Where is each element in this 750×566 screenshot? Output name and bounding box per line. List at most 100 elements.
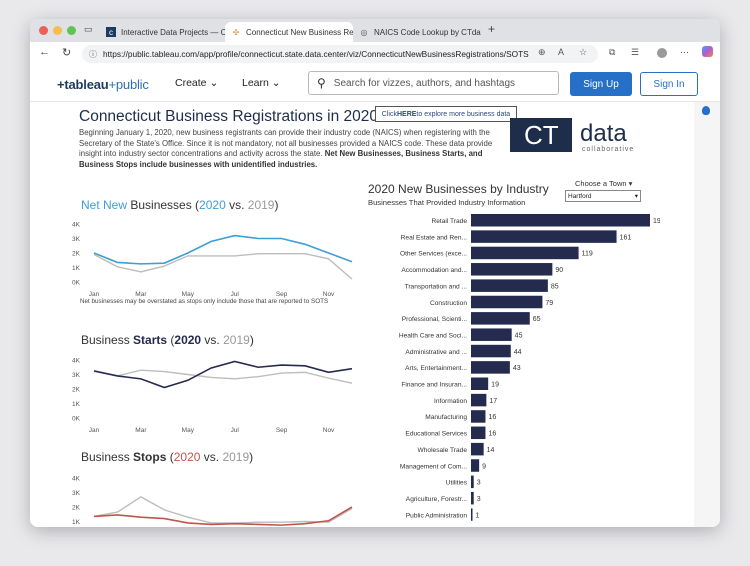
address-bar: ← ↻ ⓘ https://public.tableau.com/app/pro… [30,42,720,67]
extensions-icon[interactable]: ⧉ [609,47,616,57]
create-menu[interactable]: Create ⌄ [175,77,219,89]
industry-bar[interactable] [471,230,617,243]
tab-business-registrations[interactable]: ✣ Connecticut New Business Registrations… [225,22,353,42]
industry-bar[interactable] [471,295,543,309]
industry-bar[interactable] [471,459,480,472]
favorites-icon[interactable]: ☰ [631,47,640,57]
category-label: Manufacturing [425,414,467,421]
category-label: Arts, Entertainment... [405,365,467,372]
industry-bar[interactable] [471,344,511,358]
search-input[interactable]: ⚲ Search for vizzes, authors, and hashta… [308,71,559,95]
industry-bar[interactable] [471,410,486,423]
copilot-icon[interactable] [702,46,713,57]
industry-bar[interactable] [471,475,474,489]
category-label: Construction [430,300,467,307]
tab-label: Interactive Data Projects — CTdata [121,27,225,37]
series-2019-line[interactable] [93,253,353,280]
industry-bar[interactable] [471,361,510,374]
series-2020-line[interactable] [93,360,353,389]
tableau-header: +tableau+public Create ⌄ Learn ⌄ ⚲ Searc… [30,66,720,102]
x-tick-label: May [182,291,195,298]
reload-icon[interactable]: ↻ [62,47,72,59]
industry-bar[interactable] [471,214,650,227]
category-label: Transportation and ... [405,283,468,290]
category-label: Finance and Insuran... [401,382,467,389]
industry-bar[interactable] [471,491,474,505]
back-arrow-icon[interactable]: ← [39,46,50,58]
sign-in-button[interactable]: Sign In [640,72,698,96]
new-tab-icon[interactable]: + [488,22,496,36]
minimize-window-button[interactable] [53,26,62,35]
y-tick-label: 3K [72,372,81,379]
bar-value-label: 43 [513,365,521,372]
tab-ctdata-projects[interactable]: c Interactive Data Projects — CTdata ✕ [100,22,225,42]
industry-bar[interactable] [471,393,487,407]
industry-bar[interactable] [471,442,484,456]
series-2019-line[interactable] [93,369,353,384]
industry-bar[interactable] [471,426,486,440]
bar-value-label: 1 [476,512,480,519]
category-label: Wholesale Trade [418,447,468,454]
y-tick-label: 2K [72,251,81,258]
category-label: Public Administration [406,512,468,519]
svg-text:CT: CT [524,120,559,150]
url-field[interactable]: ⓘ https://public.tableau.com/app/profile… [82,45,598,63]
tab-naics-lookup[interactable]: ◎ NAICS Code Lookup by CTdata ✕ [353,22,482,42]
ctdata-favicon-icon: c [106,27,116,37]
industry-bar[interactable] [471,312,530,325]
bar-value-label: 16 [488,431,496,438]
y-tick-label: 0K [72,280,81,287]
tab-label: NAICS Code Lookup by CTdata [374,27,481,37]
close-window-button[interactable] [39,26,48,35]
series-2019-line[interactable] [93,496,353,524]
starts-line-chart[interactable]: 4K 3K 2K 1K 0K Jan Mar May Jul Sep Nov [70,354,360,438]
bar-value-label: 161 [620,234,632,241]
industry-bar[interactable] [471,279,548,292]
category-label: Educational Services [405,431,467,438]
sign-up-button[interactable]: Sign Up [570,72,632,96]
globe-icon: ◎ [360,27,368,37]
zoom-icon[interactable]: ⊕ [538,47,546,57]
y-tick-label: 1K [72,519,81,526]
category-label: Retail Trade [431,218,467,225]
x-tick-label: Sep [276,291,288,298]
bar-value-label: 9 [482,463,486,470]
favorite-star-icon[interactable]: ☆ [579,47,588,57]
series-2020-line[interactable] [93,506,353,526]
x-tick-label: May [182,427,195,434]
read-aloud-icon[interactable]: A [558,47,565,57]
industry-bar-chart[interactable]: Retail Trade198Real Estate and Ren...161… [360,204,660,527]
industry-bar[interactable] [471,508,473,521]
bar-value-label: 79 [545,300,553,307]
bar-value-label: 198 [653,218,660,225]
sidebar-toggle-icon[interactable]: ▭ [84,24,93,34]
industry-bar[interactable] [471,328,512,341]
bar-value-label: 45 [515,332,523,339]
bar-value-label: 3 [477,480,481,487]
bar-value-label: 19 [491,382,499,389]
maximize-window-button[interactable] [67,26,76,35]
learn-menu[interactable]: Learn ⌄ [242,77,281,89]
net-new-chart-title: Net New Businesses (2020 vs. 2019) [81,198,279,212]
bar-value-label: 16 [488,414,496,421]
industry-bar[interactable] [471,263,553,276]
y-tick-label: 4K [72,222,81,229]
y-tick-label: 1K [72,265,81,272]
bar-value-label: 44 [514,349,522,356]
more-menu-icon[interactable]: ⋯ [680,47,689,57]
series-2020-line[interactable] [93,234,353,265]
y-tick-label: 1K [72,401,81,408]
x-tick-label: Nov [323,427,335,434]
site-info-icon[interactable]: ⓘ [89,49,97,59]
explore-more-link[interactable]: Click HERE to explore more business data [375,106,517,122]
industry-bar[interactable] [471,246,579,260]
profile-avatar[interactable] [657,48,667,58]
net-new-line-chart[interactable]: 4K 3K 2K 1K 0K Jan Mar May Jul Sep Nov [70,218,360,302]
bar-value-label: 14 [487,447,495,454]
tableau-public-logo[interactable]: +tableau+public [57,77,149,92]
industry-bar[interactable] [471,377,489,391]
category-label: Information [434,398,467,405]
town-select[interactable]: Hartford ▾ [565,190,641,202]
lightbulb-icon[interactable] [702,106,710,115]
